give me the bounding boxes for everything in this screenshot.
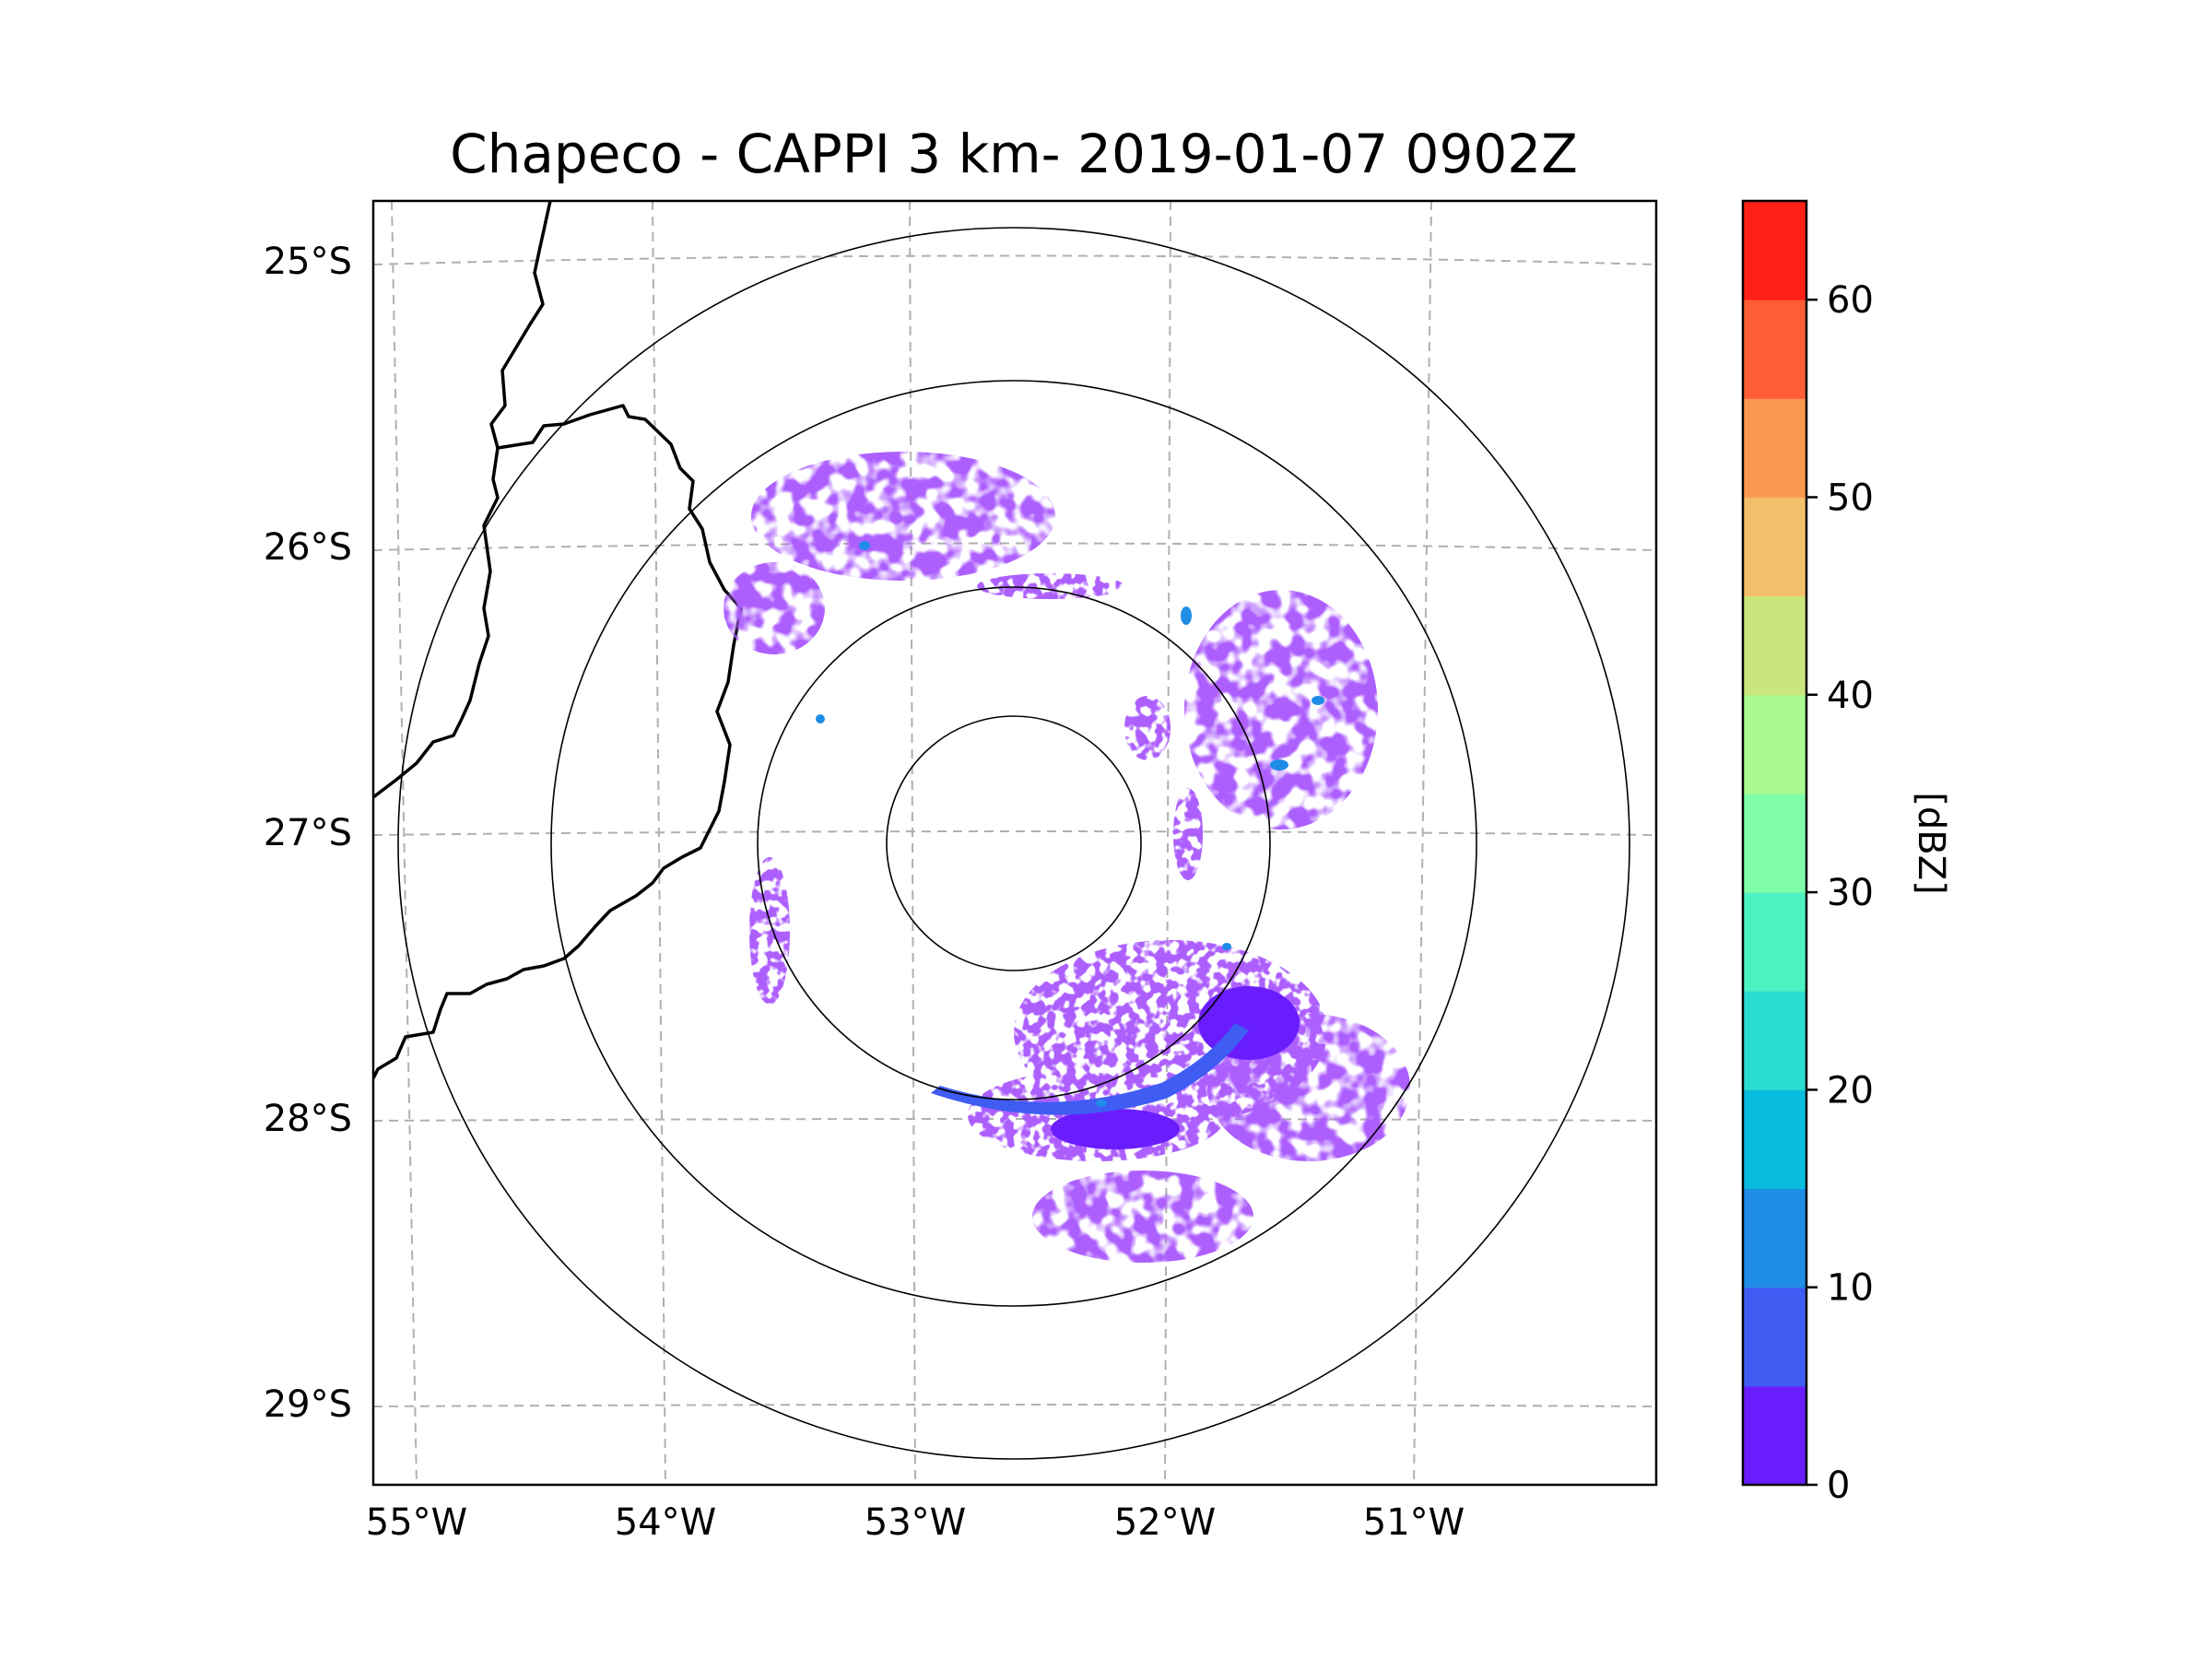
lat-tick-labels: 25°S 26°S 27°S 28°S 29°S — [264, 241, 352, 1426]
map-plot-area — [373, 201, 1656, 1485]
lon-tick-label: 53°W — [865, 1501, 966, 1544]
lat-tick-label: 25°S — [264, 241, 352, 283]
range-ring-2 — [757, 586, 1271, 1100]
lat-tick-label: 29°S — [264, 1383, 352, 1426]
lat-tick-label: 28°S — [264, 1098, 352, 1140]
colorbar-tick-label: 60 — [1827, 279, 1874, 322]
colorbar-tick-label: 50 — [1827, 477, 1874, 519]
colorbar-swatch — [1743, 1188, 1806, 1288]
colorbar-swatch — [1743, 201, 1806, 300]
lat-tick-label: 26°S — [264, 526, 352, 569]
echo-south-outer — [1032, 1171, 1253, 1263]
lon-tick-labels: 55°W 54°W 53°W 52°W 51°W — [366, 1501, 1465, 1544]
colorbar-swatch — [1743, 694, 1806, 794]
colorbar-tick-label: 10 — [1827, 1267, 1874, 1310]
colorbar-swatch — [1743, 1385, 1806, 1486]
echo-south-solid — [1051, 1109, 1180, 1149]
lon-tick-label: 55°W — [366, 1501, 467, 1544]
meridian-53w — [909, 201, 916, 1485]
echo-nw-cluster — [751, 452, 1055, 581]
colorbar-tick-label: 30 — [1827, 872, 1874, 914]
colorbar-swatch — [1743, 892, 1806, 992]
colorbar: 0 10 20 30 40 50 60 [dBZ] — [1741, 199, 1952, 1507]
colorbar-tick-label: 40 — [1827, 675, 1874, 717]
echo-west-arc — [749, 857, 790, 1005]
colorbar-label: [dBZ] — [1910, 792, 1952, 894]
echo-cells-15dbz — [816, 541, 1324, 1107]
meridian-52w — [1164, 201, 1171, 1485]
radar-echoes — [724, 452, 1410, 1263]
range-ring-1 — [886, 715, 1142, 971]
lat-tick-label: 27°S — [264, 812, 352, 854]
meridian-51w — [1413, 201, 1432, 1485]
colorbar-swatch — [1743, 595, 1806, 696]
echo-ne-edge — [1124, 696, 1171, 760]
colorbar-frame — [1741, 199, 1808, 1487]
border-west — [373, 447, 500, 799]
lon-tick-label: 52°W — [1114, 1501, 1216, 1544]
graticule — [373, 201, 1656, 1485]
colorbar-tick-label: 0 — [1827, 1465, 1850, 1507]
colorbar-swatch — [1743, 793, 1806, 893]
echo-ring-east — [1173, 788, 1203, 880]
colorbar-swatches — [1743, 201, 1806, 1486]
border-north — [373, 201, 743, 1079]
colorbar-swatch — [1743, 497, 1806, 597]
colorbar-swatch — [1743, 1089, 1806, 1190]
meridian-55w — [391, 201, 418, 1485]
colorbar-ticks: 0 10 20 30 40 50 60 — [1806, 279, 1874, 1507]
echo-nw-edge — [724, 562, 825, 654]
echo-arc-10dbz — [931, 1023, 1249, 1115]
range-ring-3 — [550, 380, 1477, 1307]
colorbar-tick-label: 20 — [1827, 1069, 1874, 1112]
colorbar-swatch — [1743, 398, 1806, 498]
lon-tick-label: 51°W — [1363, 1501, 1465, 1544]
colorbar-swatch — [1743, 300, 1806, 399]
parallel-25s — [373, 254, 1656, 265]
chart-title: Chapeco - CAPPI 3 km- 2019-01-07 0902Z — [450, 123, 1578, 185]
meridian-54w — [652, 201, 666, 1485]
range-rings — [397, 227, 1630, 1460]
colorbar-swatch — [1743, 991, 1806, 1090]
country-borders — [373, 201, 743, 1079]
parallel-28s — [373, 1118, 1656, 1122]
parallel-27s — [373, 830, 1656, 836]
lon-tick-label: 54°W — [615, 1501, 716, 1544]
parallel-29s — [373, 1404, 1656, 1407]
map-background — [373, 201, 1656, 1485]
echo-ring-north — [977, 573, 1124, 599]
colorbar-swatch — [1743, 1287, 1806, 1387]
echo-ne-band — [1184, 590, 1378, 830]
range-ring-4 — [397, 227, 1630, 1460]
parallel-26s — [373, 542, 1656, 551]
map-frame — [371, 199, 1658, 1487]
